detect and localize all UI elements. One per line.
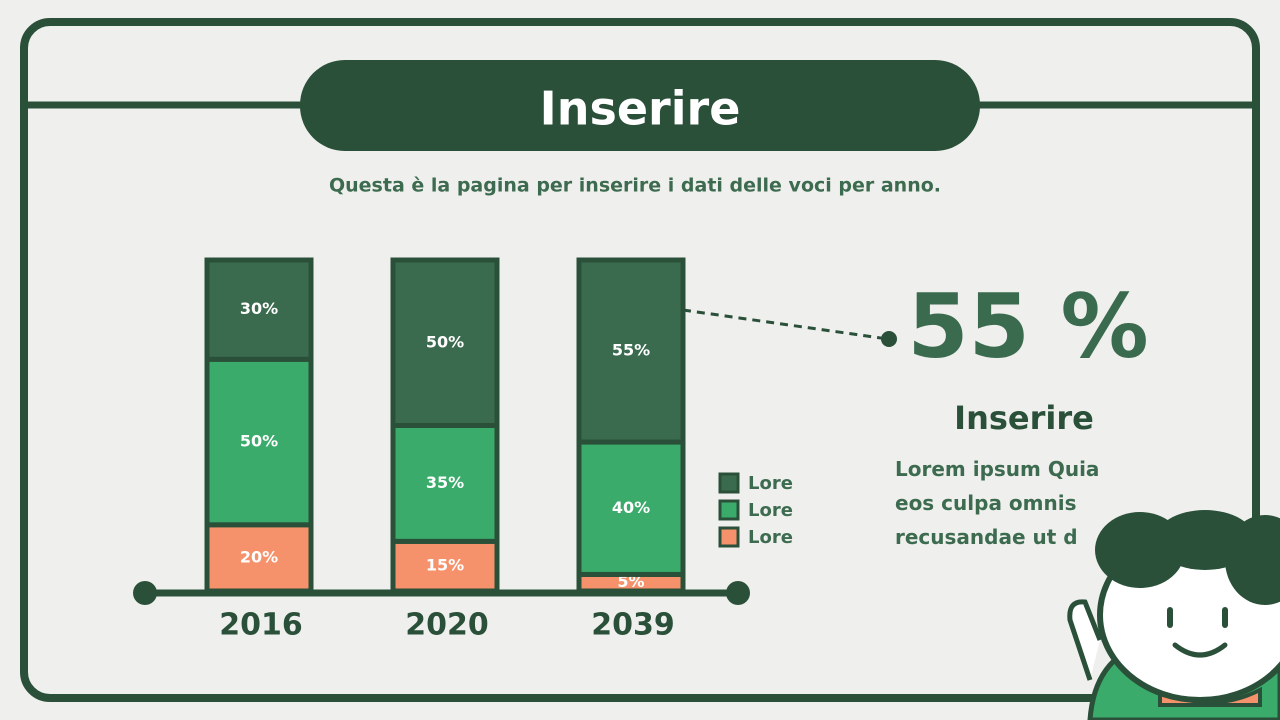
value-label: 50% (240, 432, 278, 451)
legend-label: Lore (748, 527, 793, 548)
bar-segment (390, 423, 500, 544)
value-label: 40% (612, 498, 650, 517)
legend-swatch (718, 472, 740, 494)
character (1067, 510, 1280, 720)
subtitle: Questa è la pagina per inserire i dati d… (329, 175, 941, 197)
value-label: 30% (240, 299, 278, 318)
highlight-title: Inserire (954, 399, 1094, 437)
bar-segment (576, 257, 686, 445)
value-label: 55% (612, 341, 650, 360)
legend-swatch (718, 499, 740, 521)
axis-dot (726, 581, 750, 605)
highlight-box: Lorem ipsum Quia eos culpa omnis recusan… (895, 457, 1100, 549)
x-tick-label: 2039 (591, 608, 675, 643)
legend-label: Lore (748, 500, 793, 521)
bar-segment (390, 257, 500, 428)
callout-dot (881, 331, 897, 347)
bar-segment (576, 439, 686, 577)
title-pill (300, 60, 980, 151)
value-label: 50% (426, 332, 464, 351)
value-label: 15% (426, 556, 464, 575)
callout-line (682, 308, 889, 341)
highlight-text: Lorem ipsum Quia eos culpa omnis recusan… (895, 457, 1100, 549)
value-label: 5% (617, 572, 644, 591)
legend-swatch (718, 526, 740, 548)
x-tick-label: 2016 (219, 608, 303, 643)
chart-title: Inserire (540, 82, 741, 136)
bar-segment (204, 257, 314, 362)
axis-dot (133, 581, 157, 605)
bar-segment (204, 356, 314, 528)
value-label: 35% (426, 473, 464, 492)
legend-label: Lore (748, 473, 793, 494)
highlight-value: 55 % (907, 275, 1148, 378)
value-label: 20% (240, 547, 278, 566)
x-tick-label: 2020 (405, 608, 489, 643)
